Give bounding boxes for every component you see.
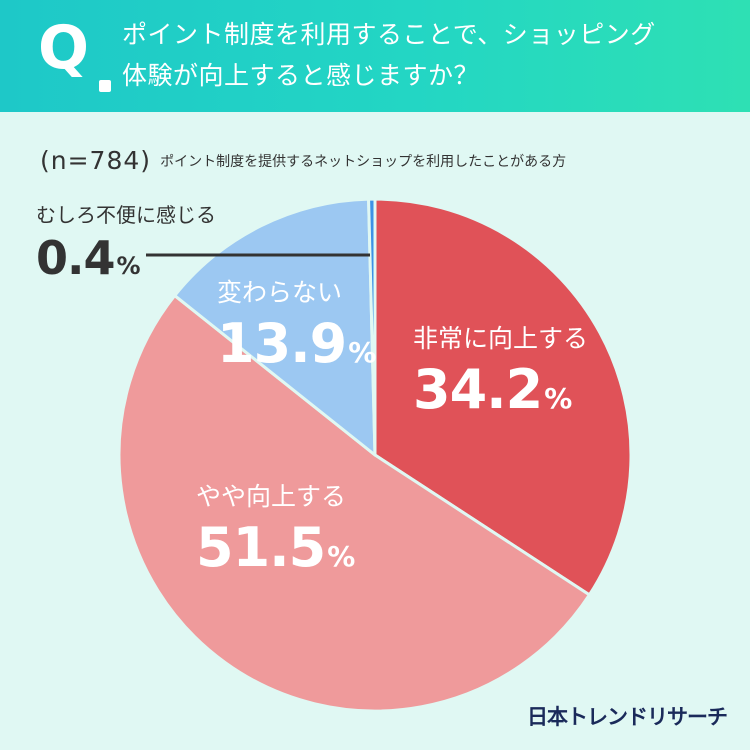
pie-slices — [117, 197, 633, 713]
question-text: ポイント制度を利用することで、ショッピング 体験が向上すると感じますか？ — [122, 14, 732, 96]
sample-info: (n=784) ポイント制度を提供するネットショップを利用したことがある方 — [40, 146, 566, 175]
question-header: Q ポイント制度を利用することで、ショッピング 体験が向上すると感じますか？ — [0, 0, 750, 112]
slice-label-2: やや向上する 51.5% — [196, 484, 355, 575]
pie-slice-3 — [173, 197, 377, 457]
question-line-1: ポイント制度を利用することで、ショッピング — [122, 20, 656, 49]
pie-slice-4 — [367, 197, 377, 457]
slice-value-number-2: 51.5 — [196, 516, 326, 579]
question-line-2: 体験が向上すると感じますか？ — [122, 61, 480, 90]
slice-value-unit-2: % — [327, 540, 356, 573]
slice-value-unit-4: % — [116, 252, 141, 280]
slice-value-number-1: 34.2 — [413, 358, 543, 421]
sample-description: ポイント制度を提供するネットショップを利用したことがある方 — [160, 153, 567, 170]
slice-name-1: 非常に向上する — [413, 324, 589, 353]
sample-size: (n=784) — [40, 146, 152, 175]
slice-value-4: 0.4% — [36, 235, 216, 281]
question-mark-dot — [99, 80, 111, 92]
slice-value-unit-1: % — [544, 382, 573, 415]
slice-name-3: 変わらない — [217, 278, 343, 307]
slice-value-2: 51.5% — [196, 521, 355, 575]
slice-value-number-3: 13.9 — [217, 312, 347, 375]
slice-label-4: むしろ不便に感じる 0.4% — [36, 205, 216, 281]
slice-value-3: 13.9% — [217, 317, 376, 371]
slice-label-1: 非常に向上する 34.2% — [413, 326, 588, 417]
slice-value-1: 34.2% — [413, 363, 588, 417]
slice-value-number-4: 0.4 — [36, 231, 115, 285]
brand-logo: 日本トレンドリサーチ — [527, 705, 728, 729]
slice-name-2: やや向上する — [196, 482, 347, 511]
slice-label-3: 変わらない 13.9% — [217, 280, 376, 371]
slice-name-4: むしろ不便に感じる — [36, 203, 216, 227]
question-mark-q: Q — [38, 13, 90, 83]
pie-slice-2 — [117, 294, 591, 713]
slice-value-unit-3: % — [348, 336, 377, 369]
